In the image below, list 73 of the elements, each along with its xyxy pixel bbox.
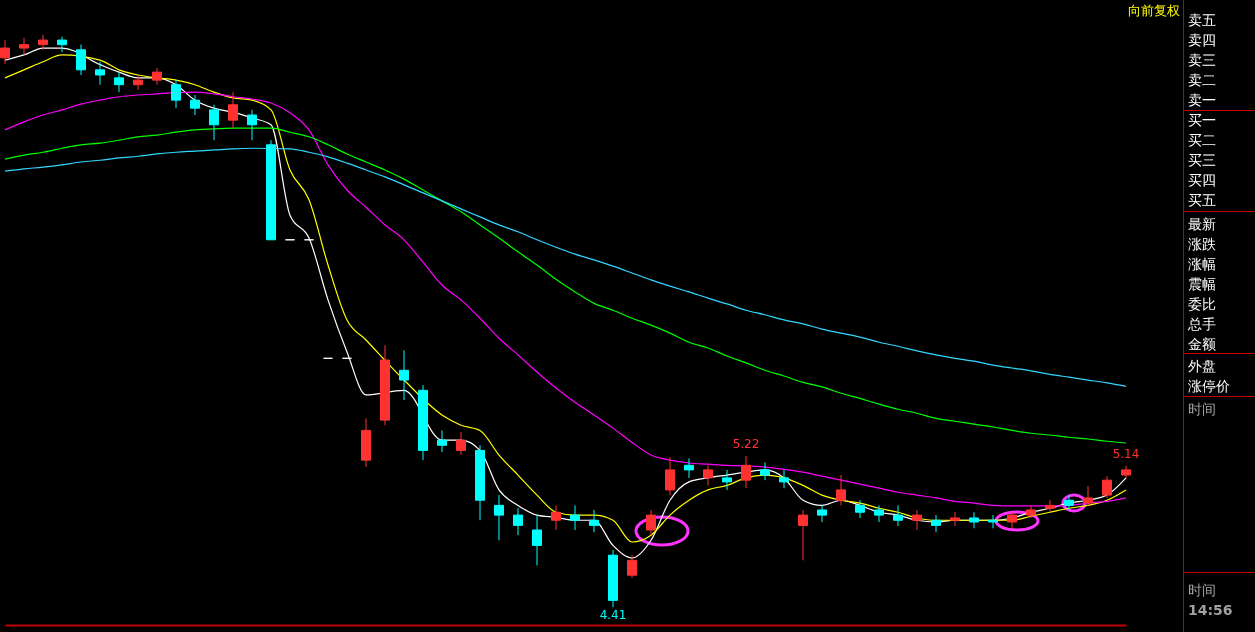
- text: 最新: [1188, 216, 1216, 232]
- candlestick: [19, 37, 29, 56]
- text: 5.22: [732, 437, 760, 452]
- text: 时间: [1188, 401, 1216, 417]
- candlestick: [570, 504, 580, 531]
- text: 外盘: [1188, 358, 1216, 374]
- candlestick: [912, 509, 922, 531]
- candlestick: [589, 509, 599, 533]
- text: 买四: [1188, 172, 1216, 188]
- candlestick: [1083, 485, 1093, 507]
- candlestick: [38, 34, 48, 51]
- candlestick: [950, 511, 960, 527]
- candlestick: [703, 464, 713, 486]
- candlestick: [1064, 494, 1074, 511]
- text: 时间: [1188, 582, 1216, 598]
- candlestick: [1102, 475, 1112, 499]
- candlestick: [722, 469, 732, 491]
- candlestick: [874, 504, 884, 523]
- candlestick: [456, 431, 466, 456]
- candlestick: [627, 554, 637, 579]
- text: 总手: [1188, 316, 1216, 332]
- text: 涨幅: [1188, 256, 1216, 272]
- candlestick: [0, 39, 10, 65]
- candlestick: [760, 461, 770, 481]
- candlestick: [1045, 499, 1055, 513]
- candlestick: [133, 74, 143, 91]
- text: 买一: [1188, 112, 1216, 128]
- text: 涨停价: [1188, 378, 1230, 394]
- candlestick: [855, 499, 865, 519]
- candlestick: [532, 514, 542, 566]
- candlestick: [684, 457, 694, 479]
- candlestick: [779, 469, 789, 489]
- candlestick: [798, 509, 808, 561]
- candlestick: [228, 91, 238, 129]
- text: 震幅: [1188, 276, 1216, 292]
- text: 向前复权: [1128, 2, 1180, 20]
- text: 5.14: [1112, 446, 1140, 461]
- text: 14:56: [1188, 602, 1233, 618]
- candlestick: [893, 504, 903, 527]
- text: 卖一: [1188, 92, 1216, 108]
- candlestick: [741, 455, 751, 489]
- text: 卖四: [1188, 32, 1216, 48]
- text: 金额: [1188, 336, 1216, 352]
- candlestick: [988, 514, 998, 529]
- candlestick: [171, 79, 181, 109]
- candlestick: [190, 94, 200, 116]
- candlestick: [646, 509, 656, 536]
- candlestick: [1026, 504, 1036, 519]
- candlestick: [665, 456, 675, 496]
- candlestick: [247, 109, 257, 141]
- candlestick: [836, 474, 846, 506]
- candlestick: [817, 504, 827, 523]
- candlestick: [399, 349, 409, 401]
- text: 委比: [1188, 296, 1216, 312]
- candlestick: [437, 429, 447, 453]
- candlestick: [969, 511, 979, 529]
- candlestick: [114, 71, 124, 93]
- candlestick: [76, 44, 86, 76]
- text: 买二: [1188, 132, 1216, 148]
- candlestick: [551, 504, 561, 531]
- candlestick: [57, 36, 67, 53]
- text: 卖五: [1188, 12, 1216, 28]
- candlestick: [931, 514, 941, 533]
- candlestick: [513, 507, 523, 536]
- candlestick: [95, 61, 105, 86]
- text: 涨跌: [1188, 236, 1216, 252]
- text: 买三: [1188, 152, 1216, 168]
- candlestick: [494, 494, 504, 541]
- candlestick: [209, 104, 219, 141]
- text: 卖二: [1188, 72, 1216, 88]
- text: 4.41: [599, 608, 627, 623]
- text: 卖三: [1188, 52, 1216, 68]
- text: 买五: [1188, 192, 1216, 208]
